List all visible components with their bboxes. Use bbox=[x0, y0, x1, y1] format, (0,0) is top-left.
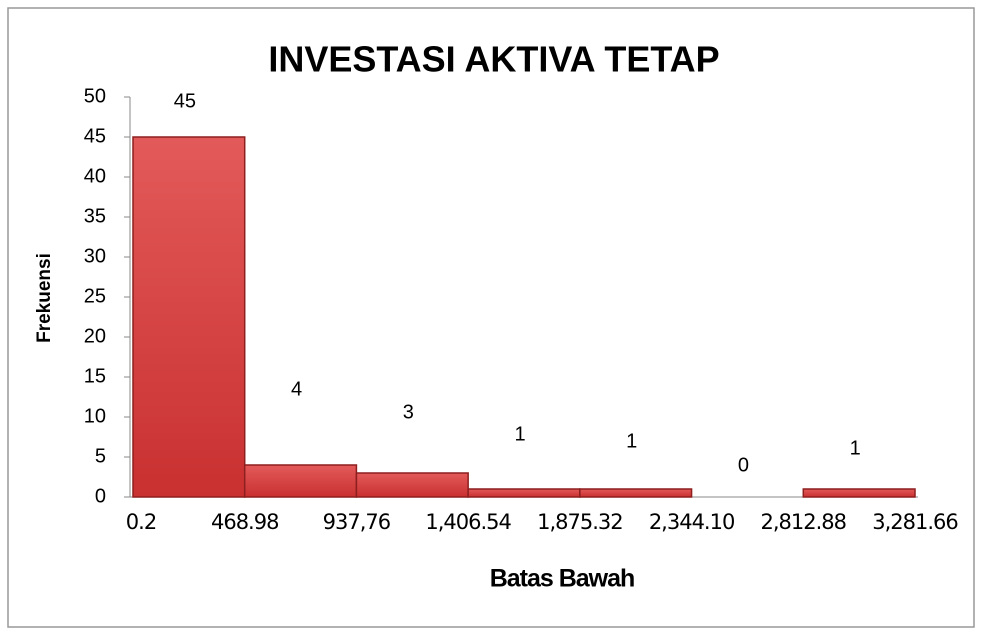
y-axis-label: Frekuensi bbox=[34, 253, 55, 343]
bar bbox=[579, 488, 693, 498]
x-tick-label: 0.2 bbox=[126, 510, 156, 534]
chart-title: INVESTASI AKTIVA TETAP bbox=[268, 39, 719, 80]
y-tick-label: 5 bbox=[95, 445, 106, 467]
x-axis-label: Batas Bawah bbox=[490, 565, 635, 593]
x-tick-label: 468.98 bbox=[211, 510, 278, 534]
y-tick-label: 35 bbox=[84, 205, 106, 227]
value-label: 3 bbox=[403, 401, 414, 423]
y-tick-label: 30 bbox=[84, 245, 106, 267]
y-tick-label: 0 bbox=[95, 485, 106, 507]
value-label: 1 bbox=[850, 437, 861, 459]
y-tick-label: 10 bbox=[84, 405, 106, 427]
y-tick-label: 45 bbox=[84, 125, 106, 147]
y-tick-label: 20 bbox=[84, 325, 106, 347]
bar bbox=[355, 472, 469, 498]
y-tick-label: 15 bbox=[84, 365, 106, 387]
value-label: 1 bbox=[514, 423, 525, 445]
bar bbox=[132, 136, 246, 498]
y-tick-label: 50 bbox=[84, 85, 106, 107]
value-label: 0 bbox=[738, 454, 749, 476]
bar bbox=[802, 488, 916, 498]
x-tick-label: 1,875.32 bbox=[537, 510, 623, 534]
value-label: 1 bbox=[626, 430, 637, 452]
x-tick-label: 1,406.54 bbox=[425, 510, 511, 534]
value-label: 4 bbox=[291, 378, 302, 400]
y-tick-label: 25 bbox=[84, 285, 106, 307]
x-tick-label: 3,281.66 bbox=[872, 510, 958, 534]
x-tick-label: 937,76 bbox=[323, 510, 391, 534]
y-tick-label: 40 bbox=[84, 165, 106, 187]
x-tick-label: 2,812.88 bbox=[761, 510, 847, 534]
x-tick-label: 2,344.10 bbox=[649, 510, 735, 534]
bar bbox=[243, 464, 358, 498]
bar bbox=[467, 488, 581, 498]
value-label: 45 bbox=[174, 90, 196, 112]
